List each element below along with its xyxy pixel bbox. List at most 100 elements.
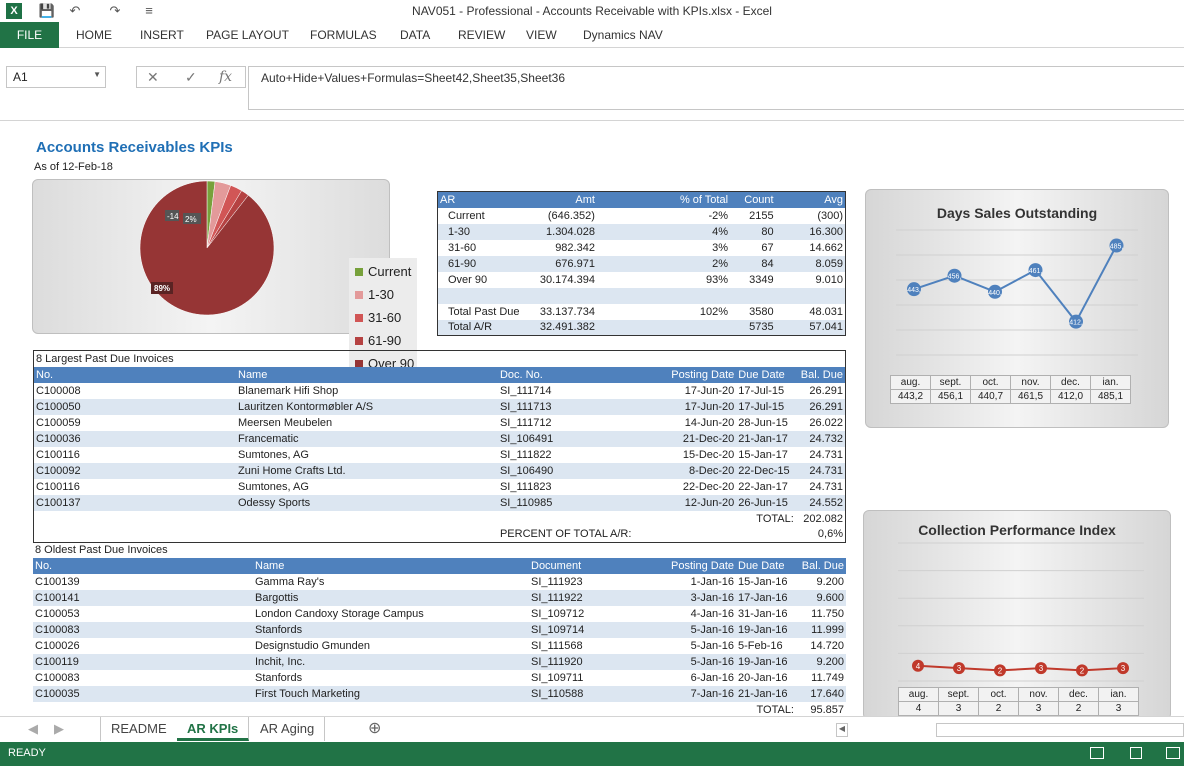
dso-point[interactable]	[988, 284, 1002, 299]
table-cell[interactable]: 5-Feb-16	[738, 640, 783, 652]
function-icon[interactable]: fx	[219, 69, 233, 85]
table-cell[interactable]: 3580	[749, 305, 774, 318]
table-cell[interactable]: 14.662	[809, 241, 843, 254]
hscroll-left-icon[interactable]: ◀	[836, 723, 848, 737]
tab-page-layout[interactable]: PAGE LAYOUT	[206, 28, 289, 42]
table-cell[interactable]: Amt	[521, 191, 597, 208]
table-cell[interactable]: 24.731	[809, 448, 843, 461]
table-cell[interactable]: -2%	[708, 209, 729, 222]
table-cell[interactable]: 32.491.382	[521, 319, 597, 336]
table-cell[interactable]: 61-90	[437, 255, 522, 272]
page-layout-view-icon[interactable]	[1130, 747, 1142, 759]
undo-icon[interactable]: ↶	[69, 3, 81, 18]
redo-icon[interactable]: ↷	[109, 3, 121, 18]
tab-data[interactable]: DATA	[400, 28, 431, 42]
table-cell[interactable]: C100059	[36, 416, 81, 429]
add-sheet-icon[interactable]: ⊕	[368, 720, 382, 737]
cancel-icon[interactable]: ✕	[147, 69, 159, 85]
table-cell[interactable]: 93%	[706, 273, 729, 286]
table-cell[interactable]: C100141	[33, 590, 253, 606]
table-cell[interactable]: 22-Jan-17	[738, 480, 788, 493]
tab-view[interactable]: VIEW	[526, 28, 557, 42]
table-cell[interactable]: 20-Jan-16	[738, 672, 788, 684]
cpi-point[interactable]	[1035, 662, 1047, 675]
table-cell[interactable]: First Touch Marketing	[253, 686, 529, 702]
tab-home[interactable]: HOME	[76, 28, 112, 42]
table-cell[interactable]: 31-60	[448, 241, 477, 254]
table-cell[interactable]: Name	[253, 558, 529, 574]
table-cell[interactable]: 95.857	[810, 704, 844, 716]
cpi-point[interactable]	[994, 664, 1006, 677]
table-cell[interactable]: Sumtones, AG	[238, 480, 309, 493]
table-cell[interactable]: 33.137.734	[539, 305, 595, 318]
table-cell[interactable]: 202.082	[803, 512, 843, 525]
table-cell[interactable]: TOTAL:	[756, 512, 794, 525]
table-cell[interactable]: 6-Jan-16	[690, 672, 734, 684]
table-cell[interactable]: 3-Jan-16	[629, 590, 736, 606]
table-cell[interactable]: 4%	[596, 223, 731, 240]
horizontal-scrollbar[interactable]	[936, 723, 1184, 737]
table-cell[interactable]: Bargottis	[253, 590, 529, 606]
table-cell[interactable]: 24.552	[795, 494, 846, 511]
table-cell[interactable]	[236, 511, 498, 527]
table-cell[interactable]: SI_109711	[531, 672, 584, 684]
page-break-view-icon[interactable]	[1166, 747, 1180, 759]
table-cell[interactable]: C100050	[33, 398, 236, 415]
table-cell[interactable]: 12-Jun-20	[633, 494, 737, 511]
table-cell[interactable]: C100092	[33, 462, 236, 479]
table-cell[interactable]: 9.010	[815, 273, 843, 286]
customize-qat-icon[interactable]: ≡	[145, 3, 153, 18]
table-cell[interactable]: Sumtones, AG	[238, 448, 309, 461]
table-cell[interactable]: London Candoxy Storage Campus	[255, 608, 424, 620]
tab-formulas[interactable]: FORMULAS	[310, 28, 377, 42]
table-cell[interactable]	[596, 319, 731, 336]
tab-review[interactable]: REVIEW	[458, 28, 506, 42]
table-cell[interactable]: 7-Jan-16	[629, 686, 736, 702]
table-cell[interactable]: Avg	[775, 191, 846, 208]
table-cell[interactable]: 31-Jan-16	[738, 608, 788, 620]
cpi-point[interactable]	[1117, 662, 1129, 675]
table-cell[interactable]: 24.732	[795, 430, 846, 447]
dso-point[interactable]	[1069, 314, 1083, 329]
pie-slice-over-90[interactable]	[139, 180, 275, 316]
table-cell[interactable]: 9.600	[796, 590, 846, 606]
table-cell[interactable]: SI_110985	[497, 494, 634, 511]
sheet-tab-ar-kpis[interactable]: AR KPIs	[177, 717, 250, 741]
table-cell[interactable]	[34, 511, 237, 527]
table-cell[interactable]: Bal. Due	[796, 558, 846, 574]
table-cell[interactable]: C100139	[35, 576, 80, 588]
table-cell[interactable]: 21-Dec-20	[633, 430, 737, 447]
table-cell[interactable]: 5-Jan-16	[629, 622, 736, 638]
table-cell[interactable]: 17-Jul-15	[738, 384, 785, 397]
table-cell[interactable]: Designstudio Gmunden	[255, 640, 370, 652]
table-cell[interactable]: 3%	[712, 241, 729, 254]
table-cell[interactable]: Inchit, Inc.	[253, 654, 529, 670]
table-cell[interactable]: 30.174.394	[539, 273, 595, 286]
sheet-tab-readme[interactable]: README	[100, 717, 178, 741]
table-cell[interactable]: Zuni Home Crafts Ltd.	[236, 462, 498, 479]
table-cell[interactable]: 15-Jan-16	[738, 576, 788, 588]
table-cell[interactable]: 21-Jan-16	[736, 686, 796, 702]
table-cell[interactable]: C100083	[33, 622, 253, 638]
table-cell[interactable]: 22-Dec-20	[682, 480, 735, 493]
table-cell[interactable]: 22-Dec-15	[736, 462, 796, 479]
table-cell[interactable]: 11.749	[811, 672, 844, 684]
table-cell[interactable]: 19-Jan-16	[736, 654, 796, 670]
dso-point[interactable]	[947, 268, 962, 283]
dso-point[interactable]	[907, 282, 921, 297]
table-cell[interactable]: C100036	[33, 430, 236, 447]
table-cell[interactable]: Total Past Due	[448, 305, 520, 318]
dso-point[interactable]	[1028, 263, 1043, 278]
table-cell[interactable]	[34, 527, 237, 543]
table-cell[interactable]: Document	[529, 558, 629, 574]
table-cell[interactable]: 5-Jan-16	[690, 640, 734, 652]
table-cell[interactable]: SI_110588	[529, 686, 629, 702]
table-cell[interactable]: Over 90	[448, 273, 488, 286]
table-cell[interactable]: Francematic	[236, 430, 498, 447]
enter-icon[interactable]: ✓	[185, 69, 197, 85]
table-cell[interactable]: 17.640	[796, 686, 846, 702]
table-cell[interactable]: 26.291	[795, 398, 846, 415]
table-cell[interactable]: Odessy Sports	[236, 494, 498, 511]
table-cell[interactable]: Posting Date	[633, 366, 737, 383]
